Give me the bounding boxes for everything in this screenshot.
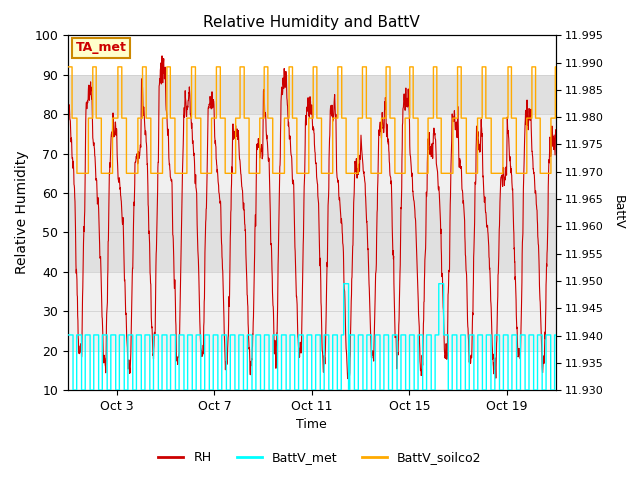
X-axis label: Time: Time: [296, 419, 327, 432]
Y-axis label: BattV: BattV: [612, 195, 625, 230]
Legend: RH, BattV_met, BattV_soilco2: RH, BattV_met, BattV_soilco2: [154, 446, 486, 469]
Bar: [68, 114, 556, 193]
Bar: [68, 272, 556, 351]
Y-axis label: Relative Humidity: Relative Humidity: [15, 151, 29, 275]
Bar: [68, 75, 556, 114]
Title: Relative Humidity and BattV: Relative Humidity and BattV: [204, 15, 420, 30]
Bar: [68, 193, 556, 272]
Text: TA_met: TA_met: [76, 41, 126, 54]
